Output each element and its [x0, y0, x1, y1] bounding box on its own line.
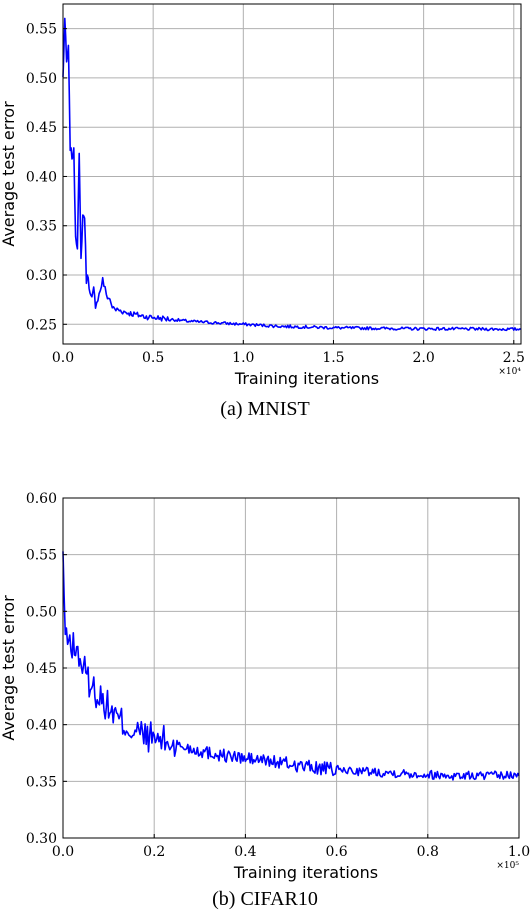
y-tick-label: 0.55 [26, 548, 57, 564]
figure-cifar10: 0.0 0.2 0.4 0.6 0.8 1.0 0.30 0.35 0.40 0.45 0.50 0.… [0, 480, 530, 924]
x-tick-label: 0.2 [143, 844, 165, 860]
series-line [62, 551, 520, 781]
caption-mnist: (a) MNIST [220, 398, 310, 420]
x-multiplier-label: ×10⁵ [496, 861, 519, 871]
plot-frame [62, 3, 522, 345]
x-tick-label: 0.5 [142, 350, 164, 366]
y-tick-label: 0.35 [26, 219, 57, 235]
x-axis-label: Training iterations [233, 863, 378, 882]
x-tick-label: 1.0 [232, 350, 254, 366]
x-tick-label: 0.8 [417, 844, 439, 860]
chart-cifar10: 0.0 0.2 0.4 0.6 0.8 1.0 0.30 0.35 0.40 0.45 0.50 0.… [0, 491, 530, 882]
x-tick-label: 1.5 [322, 350, 344, 366]
y-axis-label: Average test error [0, 101, 18, 247]
y-tick-label: 0.50 [26, 604, 57, 620]
y-tick-label: 0.30 [26, 831, 57, 847]
x-tick-label: 0.0 [52, 844, 74, 860]
y-tick-label: 0.25 [26, 317, 57, 333]
x-tick-label: 2.5 [503, 350, 525, 366]
y-tick-label: 0.45 [26, 661, 57, 677]
y-tick-label: 0.30 [26, 268, 57, 284]
x-tick-label: 1.0 [508, 844, 530, 860]
x-tick-label: 0.0 [52, 350, 74, 366]
series-line [62, 17, 522, 332]
y-axis-label: Average test error [0, 595, 18, 741]
x-tick-label: 0.4 [234, 844, 256, 860]
y-tick-label: 0.60 [26, 491, 57, 507]
x-axis-label: Training iterations [234, 369, 379, 388]
y-tick-label: 0.40 [26, 718, 57, 734]
chart-mnist: 0.0 0.5 1.0 1.5 2.0 2.5 0.25 0.30 0.35 0.40 0.45 0.… [0, 3, 525, 388]
y-tick-label: 0.45 [26, 120, 57, 136]
x-multiplier-label: ×10⁴ [498, 367, 521, 377]
x-tick-label: 0.6 [325, 844, 347, 860]
y-tick-label: 0.35 [26, 774, 57, 790]
y-tick-label: 0.50 [26, 71, 57, 87]
figure-mnist: 0.0 0.5 1.0 1.5 2.0 2.5 0.25 0.30 0.35 0.40 0.45 0.… [0, 0, 530, 440]
y-tick-label: 0.55 [26, 22, 57, 38]
x-tick-label: 2.0 [412, 350, 434, 366]
caption-cifar10: (b) CIFAR10 [212, 888, 318, 910]
y-tick-label: 0.40 [26, 169, 57, 185]
